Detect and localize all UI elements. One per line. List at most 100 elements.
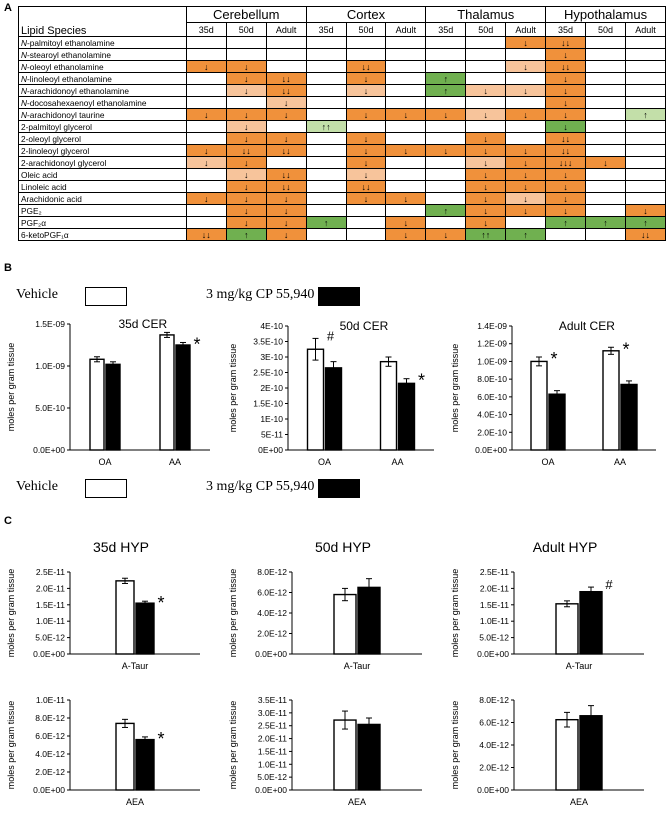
effect-cell (345, 36, 387, 49)
effect-cell (265, 36, 307, 49)
effect-cell (305, 132, 347, 145)
chart-50d-hyp-aea: 0.0E+00 5.0E-12 1.0E-11 1.5E-11 2.0E-11 2.5E-… (228, 695, 422, 807)
y-tick-label: 0E+00 (258, 445, 283, 455)
chart-35d-hyp: 0.0E+00 5.0E-12 1.0E-11 1.5E-11 2.0E-11 2.5E-… (6, 539, 200, 671)
effect-cell: ↓ (505, 36, 547, 49)
effect-cell (585, 72, 626, 85)
y-tick-label: 5E-11 (261, 430, 283, 440)
effect-cell (505, 48, 547, 61)
table-row: Arachidonic acid ↓ ↓ ↓ ↓ ↓ ↓ ↓ ↓ (18, 192, 666, 205)
y-axis-label: moles per gram tissue (6, 569, 16, 658)
effect-cell: ↓↓ (545, 36, 587, 49)
effect-cell (385, 120, 427, 133)
effect-cell (624, 72, 666, 85)
effect-cell: ↑ (425, 72, 467, 85)
y-tick-label: 2.5E-11 (480, 567, 509, 577)
y-tick-label: 0.0E+00 (477, 785, 509, 795)
bar (579, 590, 603, 655)
y-tick-label: 1.0E-09 (35, 361, 65, 371)
chart-35d-hyp-aea: 0.0E+00 2.0E-12 4.0E-12 6.0E-12 8.0E-12 1.0E-… (6, 695, 200, 807)
legend-vehicle-swatch (85, 287, 127, 306)
x-tick-label: OA (98, 457, 111, 467)
bar (620, 383, 638, 451)
y-tick-label: 0.0E+00 (475, 445, 507, 455)
effect-cell (385, 84, 427, 97)
effect-cell (624, 36, 666, 49)
effect-cell: ↓ (505, 60, 547, 73)
y-tick-label: 1.0E-09 (477, 356, 507, 366)
effect-cell (305, 144, 347, 157)
y-axis-label: moles per gram tissue (6, 701, 16, 790)
effect-cell: ↓ (545, 72, 587, 85)
y-tick-label: 5.0E-10 (35, 403, 65, 413)
effect-cell: ↓↓ (545, 60, 587, 73)
effect-cell: ↓ (185, 60, 227, 73)
effect-cell: ↓ (185, 108, 227, 121)
effect-cell (345, 216, 387, 229)
y-tick-label: 2.5E-11 (36, 567, 65, 577)
y-tick-label: 2.0E-12 (257, 629, 287, 639)
effect-cell: ↓ (505, 192, 547, 205)
effect-cell: ↑ (505, 228, 547, 241)
effect-cell (225, 48, 267, 61)
significance-marker: * (550, 349, 557, 369)
effect-cell (345, 48, 387, 61)
region-header: Cerebellum (185, 6, 307, 23)
y-axis-label: moles per gram tissue (450, 344, 460, 433)
y-tick-label: 0.0E+00 (255, 785, 287, 795)
effect-cell: ↓ (265, 204, 307, 217)
species-prefix: N (21, 109, 27, 120)
table-row: 2-palmitoyl glycerol ↓ ↑↑ ↓ (18, 120, 666, 133)
effect-cell (305, 96, 347, 109)
bar (135, 602, 155, 655)
chart-title: 35d CER (118, 317, 167, 331)
effect-cell (505, 96, 547, 109)
panel-label-c: C (4, 515, 12, 527)
bar (333, 593, 357, 655)
effect-cell: ↑ (305, 216, 347, 229)
age-header: 50d (465, 22, 507, 37)
species-prefix: N (21, 49, 27, 60)
lipid-species-label: N-linoleoyl ethanolamine (18, 72, 187, 85)
effect-cell: ↓ (345, 132, 387, 145)
effect-cell: ↓ (265, 96, 307, 109)
effect-cell: ↓ (225, 60, 267, 73)
legend-vehicle-label: Vehicle (16, 479, 58, 494)
effect-cell (585, 132, 626, 145)
x-tick-label: AEA (126, 797, 144, 807)
effect-cell: ↓ (345, 168, 387, 181)
table-corner-label: Lipid Species (18, 6, 187, 37)
effect-cell: ↓ (225, 120, 267, 133)
age-header: 35d (545, 22, 587, 37)
effect-cell: ↓ (225, 156, 267, 169)
effect-cell (585, 168, 626, 181)
y-tick-label: 0.0E+00 (477, 649, 509, 659)
effect-cell: ↓ (585, 156, 626, 169)
age-header: 50d (345, 22, 387, 37)
chart-title: 50d HYP (315, 539, 371, 555)
effect-cell (185, 180, 227, 193)
lipid-species-label: N-arachidonoyl taurine (18, 108, 187, 121)
effect-cell (305, 72, 347, 85)
effect-cell (305, 204, 347, 217)
effect-cell: ↓ (225, 204, 267, 217)
effect-cell: ↓ (385, 192, 427, 205)
bar (357, 586, 381, 655)
effect-cell (465, 120, 507, 133)
y-tick-label: 2.0E-11 (480, 583, 509, 593)
species-name: -docosahexaenoyl ethanolamine (27, 97, 147, 108)
lipid-species-label: 2-palmitoyl glycerol (18, 120, 187, 133)
effect-cell (624, 132, 666, 145)
effect-cell (265, 120, 307, 133)
effect-cell (185, 168, 227, 181)
species-name: 2-oleoyl glycerol (21, 133, 81, 144)
lipid-species-label: 2-arachidonoyl glycerol (18, 156, 187, 169)
effect-cell: ↑ (624, 108, 666, 121)
chart-adult-hyp-aea: 0.0E+00 2.0E-12 4.0E-12 6.0E-12 8.0E-12 moles… (450, 695, 644, 807)
bar (89, 358, 105, 451)
effect-cell: ↓ (425, 228, 467, 241)
effect-cell: ↓ (505, 180, 547, 193)
y-tick-label: 0.0E+00 (33, 649, 65, 659)
effect-cell (305, 156, 347, 169)
effect-cell (585, 120, 626, 133)
